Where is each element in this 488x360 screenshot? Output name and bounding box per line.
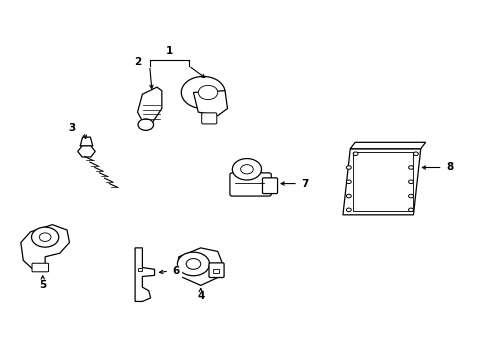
Polygon shape [137, 87, 162, 123]
Circle shape [352, 152, 357, 156]
Circle shape [346, 194, 350, 198]
Text: 7: 7 [301, 179, 308, 189]
Text: 4: 4 [197, 291, 204, 301]
FancyBboxPatch shape [201, 113, 216, 124]
Polygon shape [78, 146, 95, 157]
Circle shape [413, 152, 417, 156]
Circle shape [181, 76, 224, 109]
Text: 6: 6 [172, 266, 180, 276]
Circle shape [346, 208, 350, 212]
Bar [138, 268, 142, 271]
Polygon shape [21, 225, 69, 269]
FancyBboxPatch shape [208, 263, 224, 278]
FancyBboxPatch shape [262, 178, 277, 194]
Circle shape [31, 227, 59, 247]
Circle shape [408, 208, 413, 212]
Circle shape [177, 252, 209, 276]
FancyBboxPatch shape [229, 173, 271, 196]
FancyBboxPatch shape [32, 263, 48, 272]
Circle shape [198, 85, 217, 100]
Circle shape [232, 158, 261, 180]
Circle shape [138, 119, 153, 130]
Circle shape [39, 233, 51, 242]
Text: 3: 3 [68, 123, 75, 133]
Text: 1: 1 [165, 46, 172, 57]
Text: 2: 2 [134, 57, 141, 67]
Circle shape [408, 194, 413, 198]
Text: 5: 5 [39, 280, 46, 291]
Polygon shape [193, 91, 227, 116]
Text: 8: 8 [446, 162, 453, 172]
Polygon shape [349, 142, 425, 149]
Circle shape [408, 166, 413, 169]
Polygon shape [80, 137, 93, 146]
Polygon shape [135, 248, 154, 301]
Circle shape [408, 180, 413, 184]
Circle shape [186, 258, 201, 269]
Polygon shape [176, 248, 222, 285]
Bar [212, 269, 218, 273]
Polygon shape [342, 149, 420, 215]
Circle shape [240, 165, 253, 174]
Circle shape [346, 166, 350, 169]
Bar [352, 152, 413, 211]
Circle shape [346, 180, 350, 184]
